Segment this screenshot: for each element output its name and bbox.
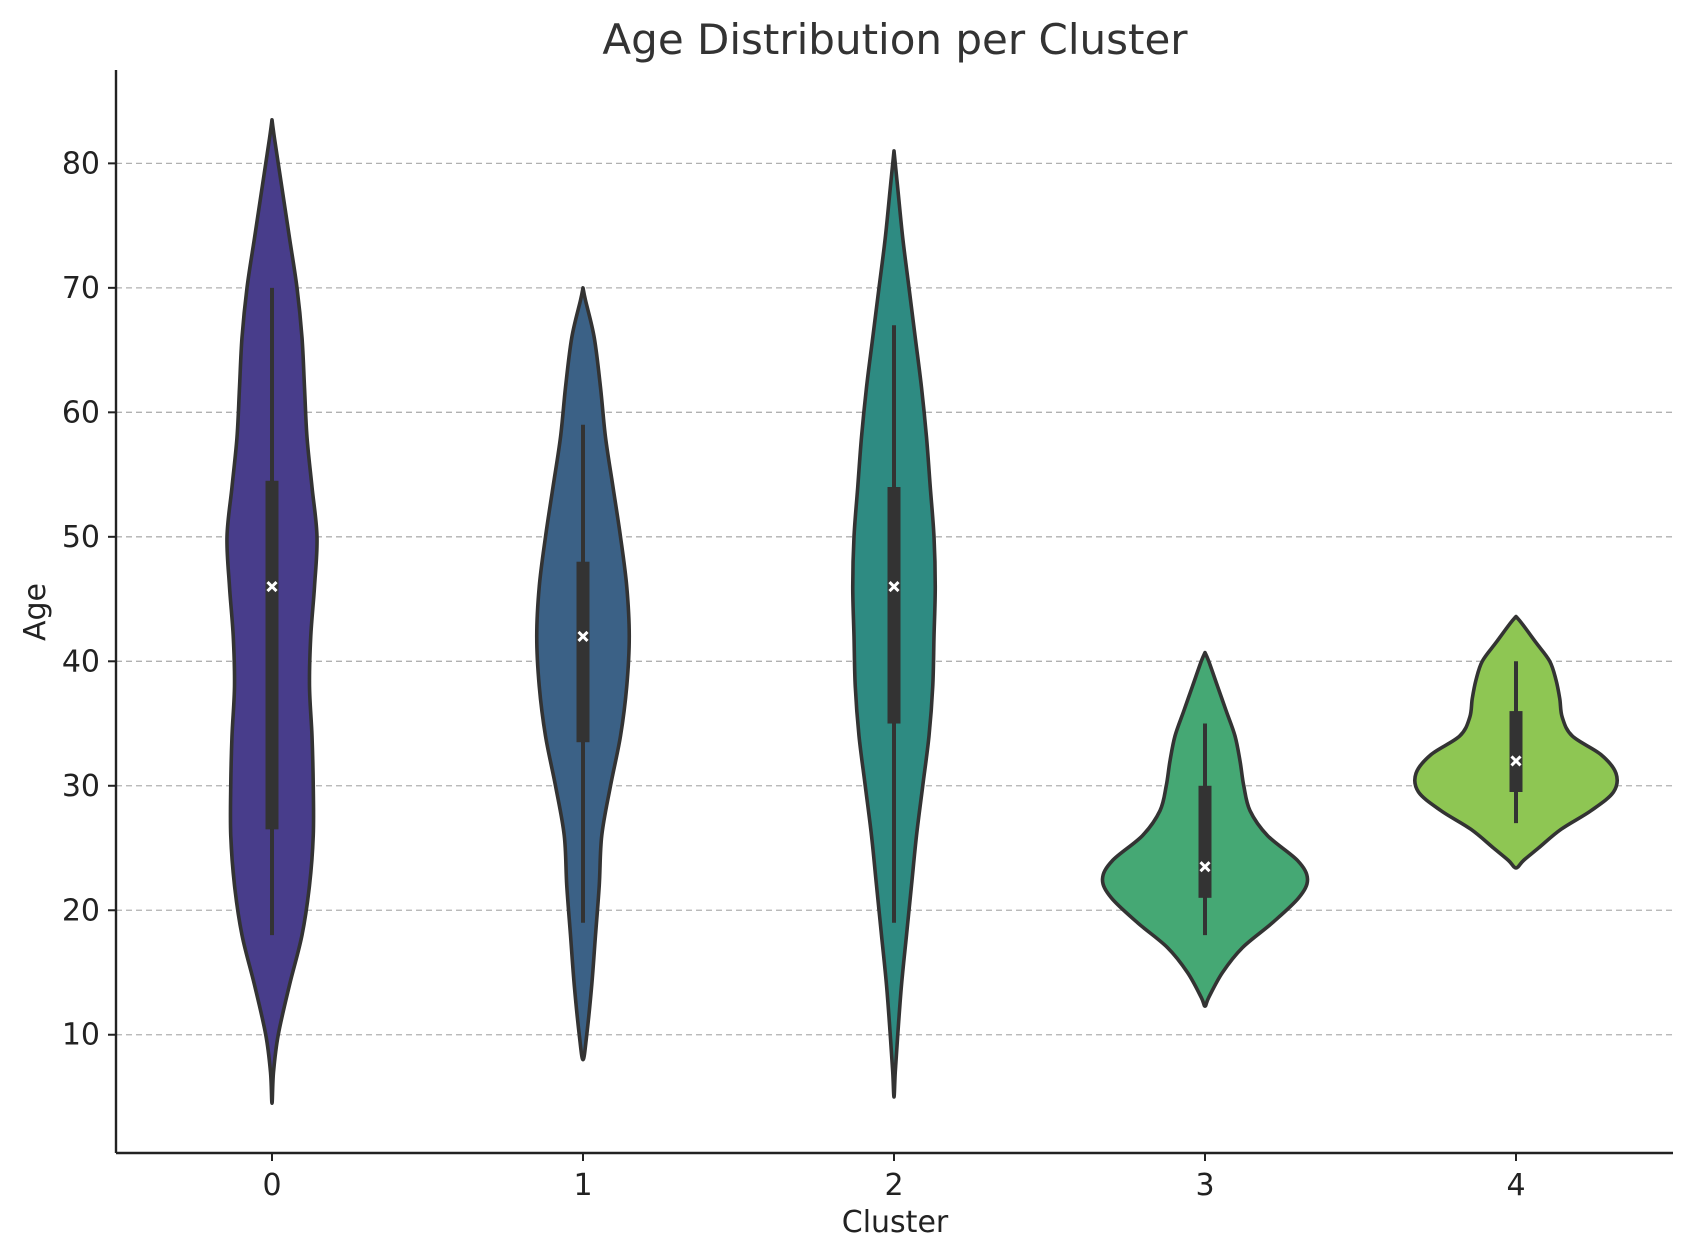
y-tick-label: 10 bbox=[62, 1018, 100, 1053]
y-axis-label: Age bbox=[18, 583, 53, 641]
x-tick-label: 2 bbox=[884, 1168, 903, 1203]
violin-cluster-3 bbox=[1100, 650, 1310, 1008]
tick-layer: 10 20 30 40 50 60 70 80 0 1 2 3 4 bbox=[62, 146, 1526, 1203]
violin-median-marker bbox=[577, 630, 589, 642]
violin-median-marker bbox=[266, 581, 278, 593]
violin-cluster-0 bbox=[225, 117, 319, 1106]
y-tick-label: 70 bbox=[62, 271, 100, 306]
x-tick-label: 0 bbox=[262, 1168, 281, 1203]
violin-iqr-box bbox=[1509, 711, 1523, 792]
violin-iqr-box bbox=[265, 480, 279, 830]
violin-iqr-box bbox=[1198, 785, 1212, 898]
y-tick-label: 20 bbox=[62, 893, 100, 928]
y-tick-label: 40 bbox=[62, 644, 100, 679]
x-tick-label: 1 bbox=[573, 1168, 592, 1203]
x-axis-label: Cluster bbox=[842, 1205, 949, 1240]
violin-cluster-4 bbox=[1412, 614, 1620, 870]
x-tick-label: 3 bbox=[1195, 1168, 1214, 1203]
y-tick-label: 50 bbox=[62, 520, 100, 555]
violin-iqr-box bbox=[887, 487, 901, 724]
violin-layer bbox=[225, 117, 1620, 1106]
violin-iqr-box bbox=[576, 561, 590, 743]
y-tick-label: 80 bbox=[62, 146, 100, 181]
y-tick-label: 60 bbox=[62, 395, 100, 430]
violin-median-marker bbox=[888, 581, 900, 593]
violin-cluster-1 bbox=[534, 286, 632, 1062]
x-tick-label: 4 bbox=[1506, 1168, 1525, 1203]
y-tick-label: 30 bbox=[62, 769, 100, 804]
violin-median-marker bbox=[1199, 861, 1211, 873]
chart-title: Age Distribution per Cluster bbox=[602, 15, 1188, 64]
violin-median-marker bbox=[1510, 755, 1522, 767]
violin-cluster-2 bbox=[850, 149, 938, 1099]
